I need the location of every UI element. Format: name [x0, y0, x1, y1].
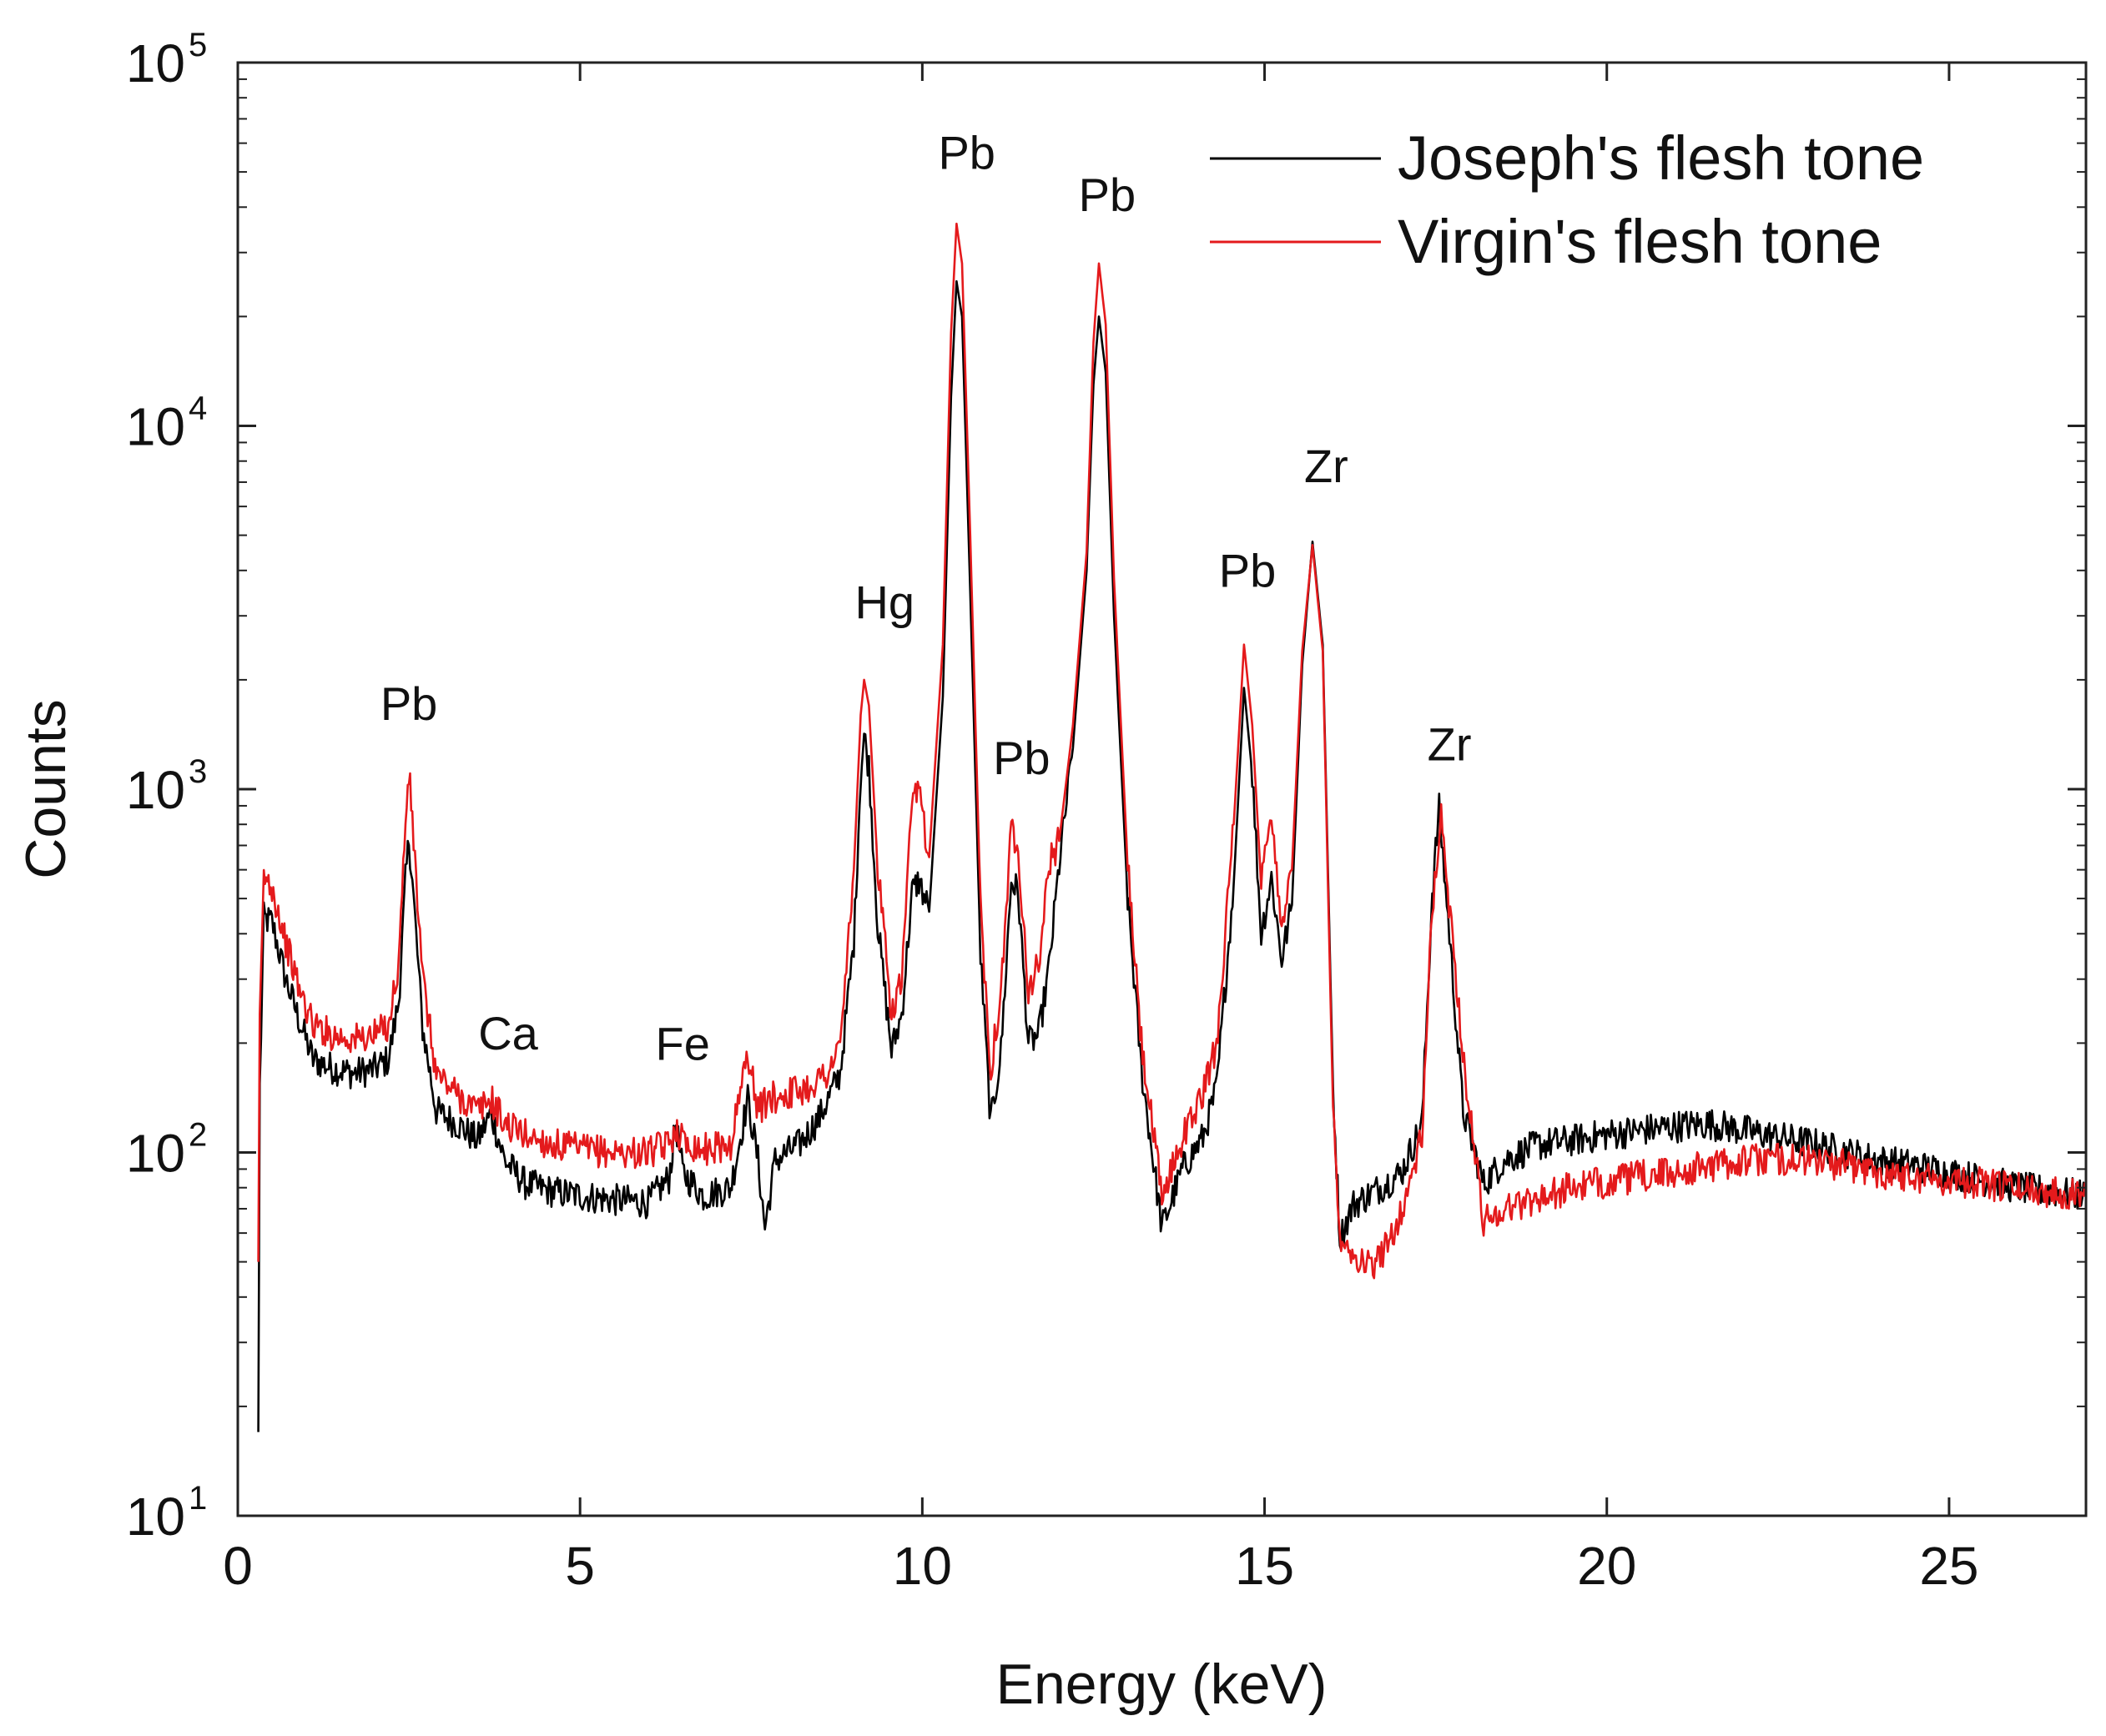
- peak-label-pb-5: Pb: [993, 732, 1050, 784]
- y-tick-exponent: 4: [189, 390, 207, 427]
- peak-label-pb-7: Pb: [1219, 545, 1277, 597]
- x-tick-label-0: 0: [223, 1536, 253, 1596]
- y-tick-label-5: 10 5: [126, 27, 207, 93]
- legend-label-joseph: Joseph's flesh tone: [1398, 123, 1924, 193]
- y-tick-label-1: 10 1: [126, 1480, 207, 1547]
- x-tick-label-10: 10: [893, 1536, 952, 1596]
- y-tick-base: 10: [126, 33, 185, 93]
- y-tick-base: 10: [126, 760, 185, 820]
- peak-label-hg-3: Hg: [854, 576, 914, 628]
- x-tick-label-5: 5: [565, 1536, 595, 1596]
- x-tick-label-20: 20: [1577, 1536, 1636, 1596]
- series-layer: [257, 222, 2088, 1432]
- peak-label-pb-4: Pb: [938, 126, 995, 179]
- y-tick-base: 10: [126, 1487, 185, 1547]
- y-axis-title: Counts: [14, 699, 78, 878]
- legend: Joseph's flesh tone Virgin's flesh tone: [1210, 123, 1924, 276]
- x-axis-title: Energy (keV): [996, 1653, 1328, 1716]
- plot-background: [238, 63, 2086, 1516]
- peak-label-zr-8: Zr: [1304, 440, 1348, 492]
- y-tick-label-2: 10 2: [126, 1117, 207, 1184]
- y-tick-exponent: 3: [189, 753, 207, 790]
- peak-label-pb-0: Pb: [380, 677, 438, 730]
- series-line-0: [257, 279, 2088, 1432]
- y-tick-base: 10: [126, 1124, 185, 1184]
- series-line-1: [257, 222, 2088, 1280]
- x-tick-labels: 0 5 10 15 20 25: [223, 1536, 1978, 1596]
- tick-marks: [236, 61, 2086, 1517]
- x-tick-label-15: 15: [1235, 1536, 1294, 1596]
- y-tick-base: 10: [126, 397, 185, 457]
- peak-label-fe-2: Fe: [656, 1017, 710, 1069]
- y-tick-exponent: 1: [189, 1480, 207, 1517]
- peak-labels: Pb Ca Fe Hg Pb Pb Pb Pb Zr Zr: [380, 126, 1472, 1069]
- peak-label-zr-9: Zr: [1428, 718, 1472, 771]
- peak-label-pb-6: Pb: [1079, 169, 1136, 221]
- y-tick-label-4: 10 4: [126, 390, 207, 457]
- x-tick-label-25: 25: [1919, 1536, 1978, 1596]
- legend-label-virgin: Virgin's flesh tone: [1398, 207, 1882, 276]
- y-tick-exponent: 5: [189, 27, 207, 63]
- peak-label-ca-1: Ca: [478, 1007, 538, 1059]
- y-tick-label-3: 10 3: [126, 753, 207, 820]
- y-tick-exponent: 2: [189, 1117, 207, 1154]
